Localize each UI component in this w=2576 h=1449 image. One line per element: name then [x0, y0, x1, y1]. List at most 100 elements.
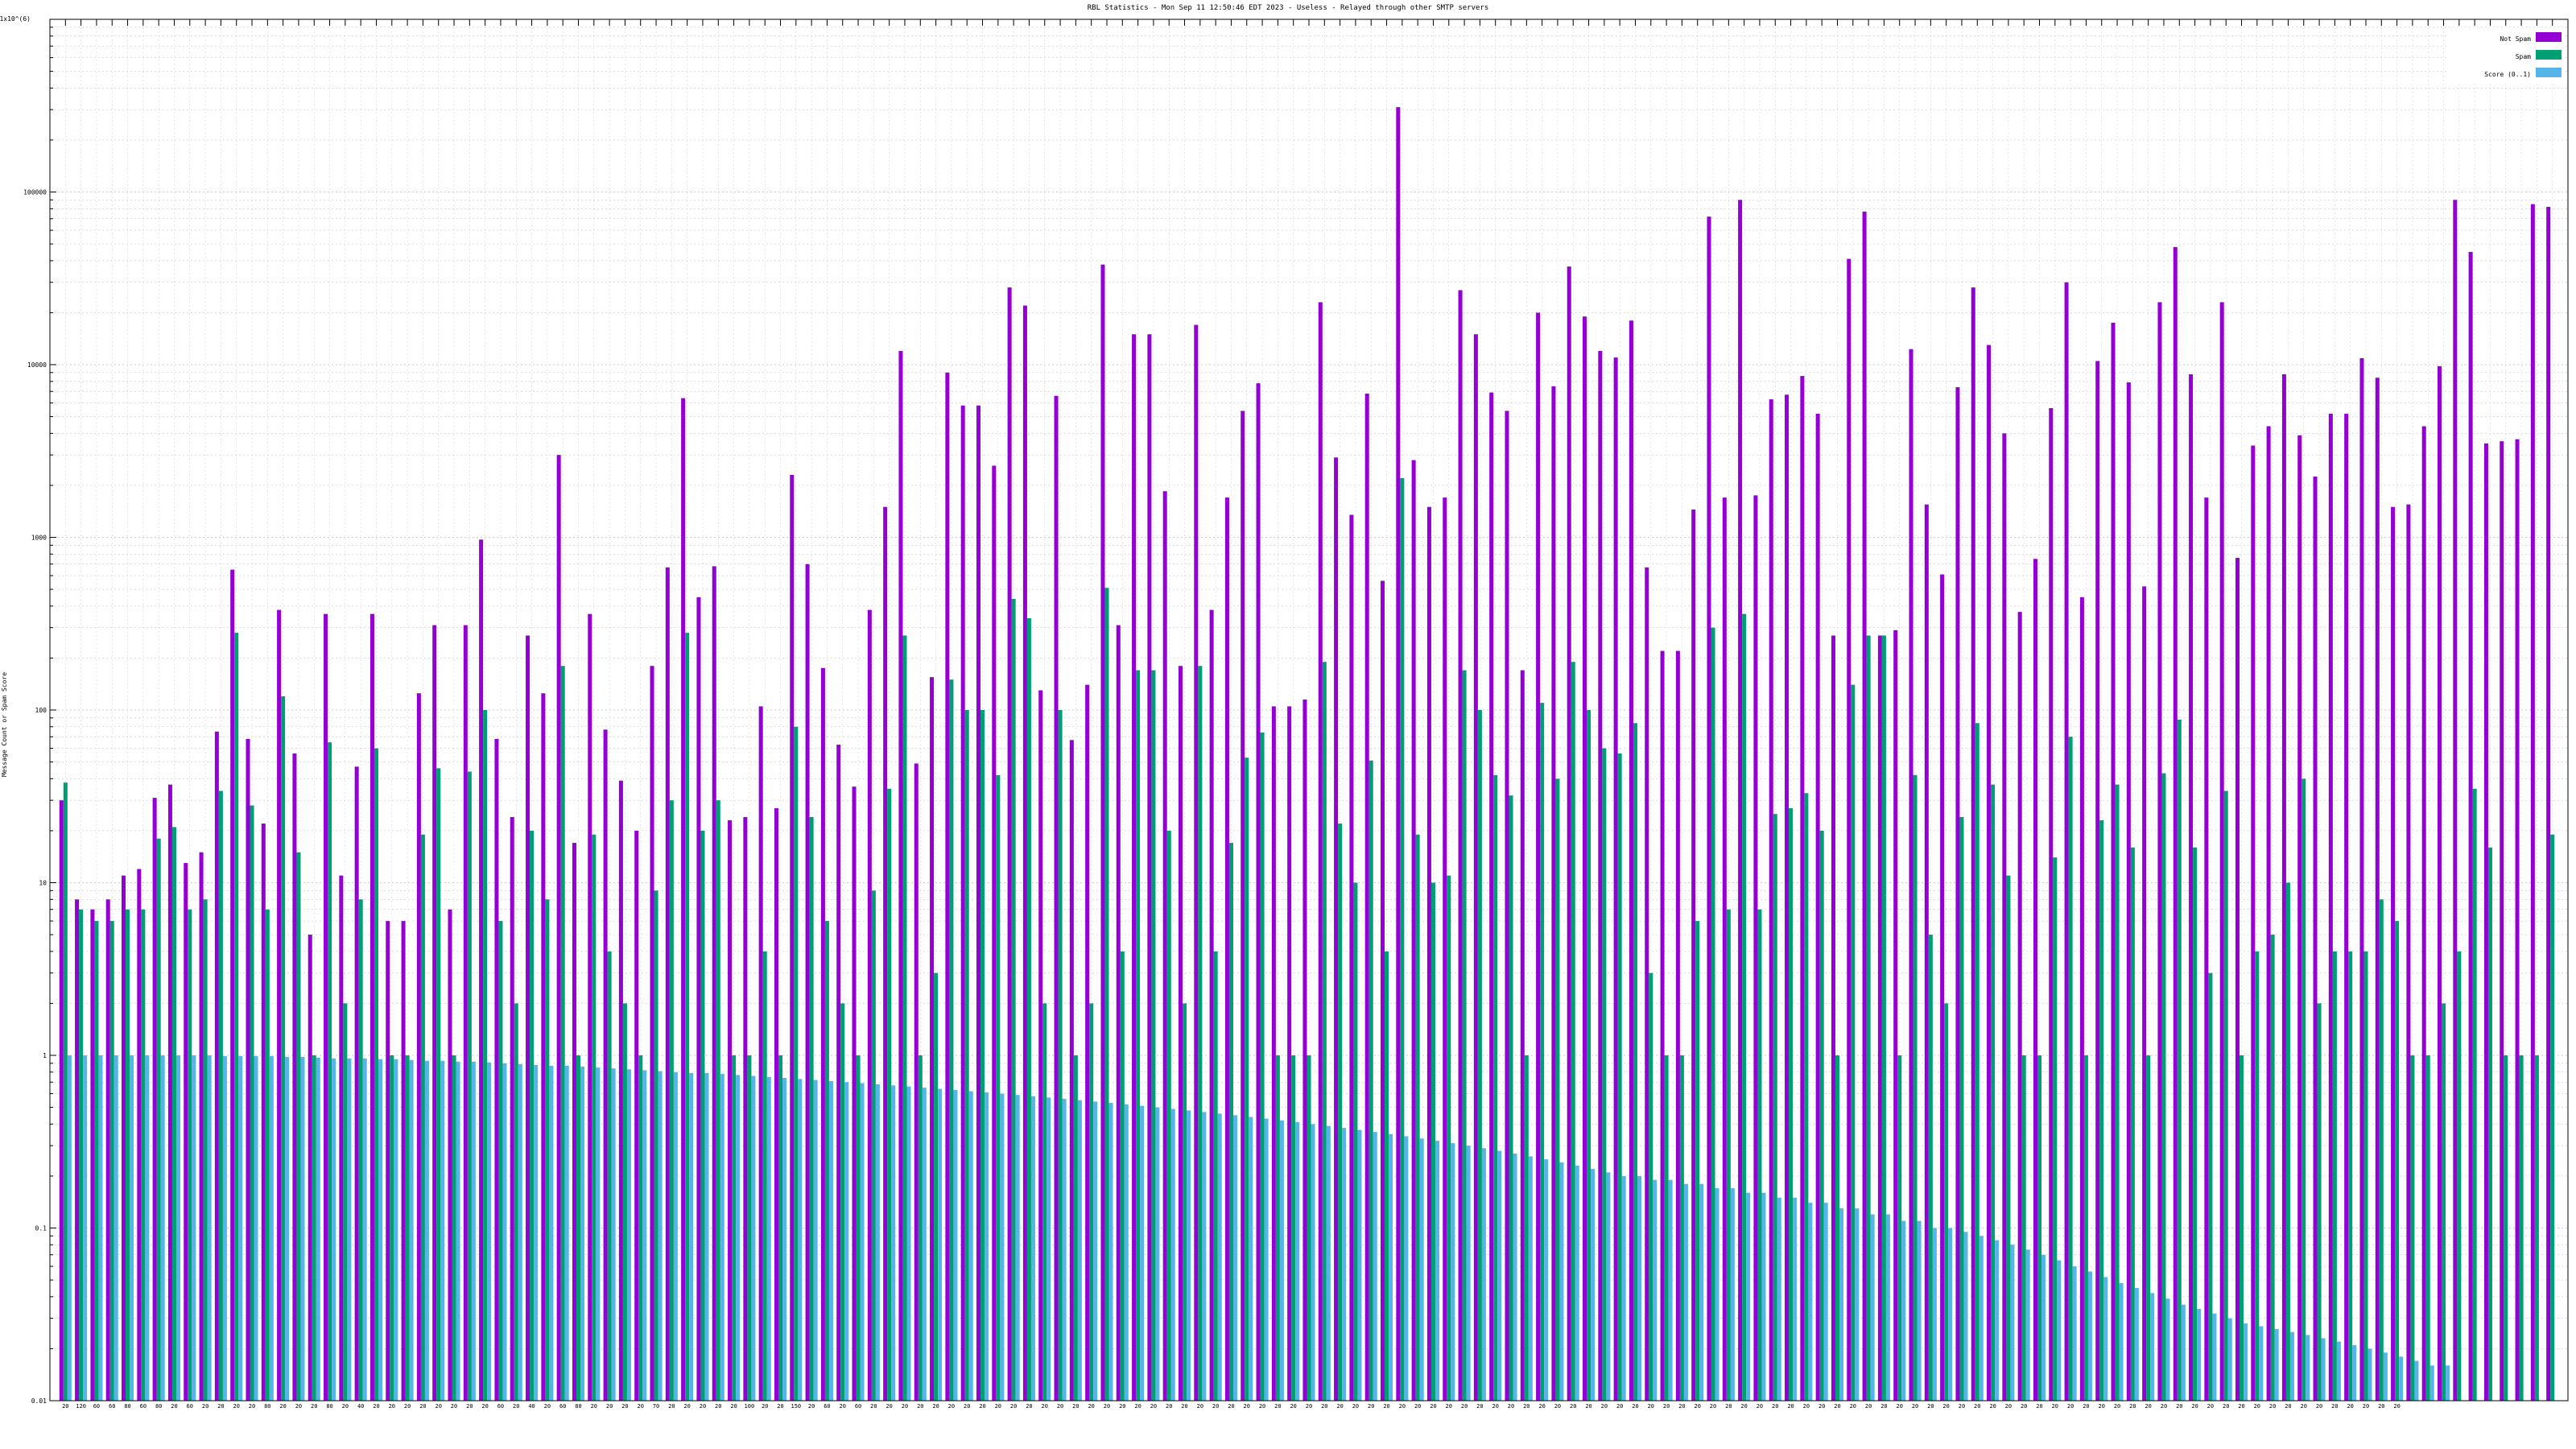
bar-not-spam [1334, 457, 1339, 1401]
bar-spam [1073, 1055, 1078, 1401]
bar-spam [2037, 1055, 2042, 1401]
bar-spam [1213, 951, 1218, 1401]
bar-score-0-1 [2010, 1245, 2015, 1401]
bar-score-0-1 [1559, 1162, 1564, 1401]
bar-score-0-1 [2181, 1304, 2186, 1401]
x-tick-label: 80 [326, 1403, 332, 1410]
bar-not-spam [184, 863, 188, 1401]
bar-spam [716, 800, 720, 1401]
x-tick-label: 20 [2114, 1403, 2120, 1410]
bar-score-0-1 [922, 1088, 927, 1401]
bar-score-0-1 [1730, 1188, 1735, 1401]
bar-score-0-1 [611, 1068, 616, 1401]
x-tick-label: 20 [202, 1403, 208, 1410]
bar-score-0-1 [2383, 1352, 2388, 1401]
x-tick-label: 20 [870, 1403, 877, 1410]
bar-not-spam [1769, 399, 1773, 1401]
bar-spam [2348, 951, 2353, 1401]
bar-not-spam [728, 819, 733, 1401]
bar-not-spam [665, 567, 670, 1401]
x-tick-label: 20 [279, 1403, 286, 1410]
x-tick-label: 20 [1834, 1403, 1840, 1410]
bar-not-spam [277, 609, 282, 1401]
x-tick-label: 20 [1228, 1403, 1234, 1410]
bar-spam [1042, 1003, 1047, 1401]
bar-not-spam [1505, 411, 1509, 1401]
bar-score-0-1 [175, 1055, 180, 1401]
x-tick-label: 20 [2207, 1403, 2214, 1410]
legend: Not Spam Spam Score (0..1) [2449, 27, 2565, 84]
x-tick-label: 20 [1757, 1403, 1763, 1410]
bar-not-spam [1785, 394, 1790, 1401]
bar-spam [1928, 935, 1933, 1401]
bar-not-spam [1085, 684, 1090, 1401]
bar-spam [530, 830, 535, 1401]
bar-spam [1400, 478, 1405, 1401]
bar-spam [2223, 791, 2228, 1401]
bar-score-0-1 [751, 1075, 756, 1401]
bar-not-spam [2483, 443, 2488, 1401]
x-tick-label: 20 [217, 1403, 224, 1410]
bar-score-0-1 [1435, 1141, 1439, 1401]
chart-title: RBL Statistics - Mon Sep 11 12:50:46 EDT… [1088, 4, 1489, 12]
bar-spam [2487, 847, 2492, 1401]
bar-score-0-1 [844, 1082, 849, 1401]
bar-not-spam [246, 738, 250, 1401]
x-tick-label: 20 [902, 1403, 908, 1410]
bar-score-0-1 [953, 1090, 958, 1401]
bar-not-spam [199, 852, 204, 1401]
x-tick-label: 20 [1259, 1403, 1265, 1410]
bar-not-spam [1396, 107, 1401, 1402]
bar-not-spam [1551, 386, 1556, 1401]
bar-score-0-1 [1917, 1220, 1922, 1401]
x-tick-label: 20 [2036, 1403, 2042, 1410]
bar-score-0-1 [1839, 1208, 1844, 1401]
bar-score-0-1 [1046, 1097, 1051, 1401]
y-tick-label: 10000 [27, 361, 47, 369]
plot-frame [49, 19, 2569, 1402]
bar-spam [545, 899, 550, 1401]
bar-score-0-1 [704, 1072, 709, 1401]
bar-not-spam [2313, 476, 2318, 1402]
bar-spam [1804, 793, 1809, 1401]
x-tick-label: 20 [2005, 1403, 2012, 1410]
bar-not-spam [1815, 413, 1820, 1402]
x-tick-label: 20 [1897, 1403, 1903, 1410]
x-tick-label: 20 [777, 1403, 783, 1410]
bar-score-0-1 [2119, 1282, 2124, 1401]
bar-not-spam [2049, 408, 2054, 1401]
bar-spam [1711, 627, 1715, 1401]
bar-spam [328, 742, 332, 1401]
x-tick-label: 60 [855, 1403, 861, 1410]
bar-not-spam [1987, 345, 1992, 1401]
bar-spam [2270, 935, 2275, 1401]
bar-spam [141, 909, 146, 1401]
x-tick-label: 60 [559, 1403, 566, 1410]
bar-spam [1959, 816, 1964, 1401]
bar-not-spam [75, 899, 80, 1401]
bar-spam [1385, 951, 1389, 1401]
bar-spam [2161, 773, 2166, 1401]
bar-score-0-1 [2165, 1298, 2170, 1401]
bar-score-0-1 [2150, 1293, 2155, 1401]
bar-spam [2240, 1055, 2244, 1401]
bar-score-0-1 [938, 1088, 943, 1401]
bar-not-spam [836, 745, 841, 1401]
legend-swatch [2536, 32, 2562, 42]
bar-not-spam [2359, 357, 2364, 1402]
bar-score-0-1 [1979, 1236, 1984, 1401]
bar-spam [732, 1055, 737, 1401]
bar-spam [887, 788, 892, 1401]
bar-score-0-1 [1793, 1197, 1798, 1401]
bar-score-0-1 [1311, 1124, 1315, 1401]
bar-not-spam [1707, 217, 1711, 1402]
bar-not-spam [634, 830, 639, 1401]
bar-not-spam [1038, 690, 1043, 1401]
bar-spam [1649, 972, 1653, 1401]
bar-spam [2285, 882, 2290, 1401]
bar-not-spam [1955, 387, 1960, 1401]
x-tick-label: 20 [715, 1403, 721, 1410]
x-tick-label: 20 [311, 1403, 317, 1410]
bar-score-0-1 [362, 1058, 367, 1401]
bar-not-spam [1194, 324, 1199, 1401]
